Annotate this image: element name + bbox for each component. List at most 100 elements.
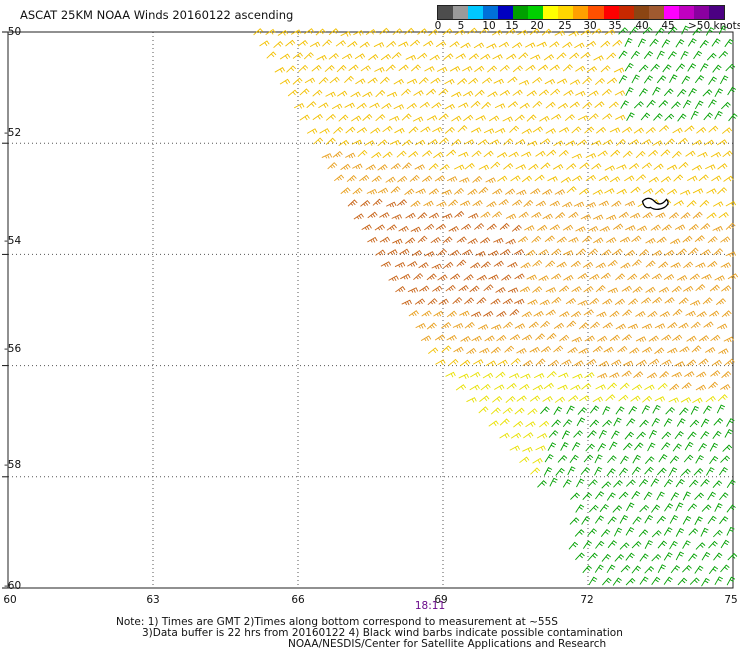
wind-barb	[621, 334, 632, 341]
wind-barb	[571, 126, 582, 134]
wind-barb	[638, 88, 648, 97]
wind-barb	[537, 224, 548, 232]
wind-barb	[716, 404, 725, 414]
wind-barb	[671, 285, 682, 293]
wind-barb	[702, 297, 713, 305]
wind-barb	[678, 161, 689, 169]
wind-barb	[565, 140, 576, 146]
island-outline	[641, 197, 669, 211]
wind-barb	[582, 76, 593, 85]
wind-barb	[458, 151, 469, 158]
wind-barb	[565, 297, 577, 305]
wind-barb	[467, 188, 478, 196]
wind-barb	[695, 454, 704, 464]
wind-barb	[553, 345, 564, 353]
wind-barb	[333, 174, 345, 182]
wind-barb	[462, 65, 473, 72]
wind-barb	[718, 348, 729, 355]
wind-barb	[720, 455, 730, 463]
wind-barb	[642, 26, 653, 35]
wind-barb	[522, 359, 533, 367]
wind-barb	[661, 39, 671, 48]
wind-barb	[681, 382, 692, 390]
wind-barb	[705, 467, 715, 476]
wind-barb	[520, 373, 531, 380]
wind-barb	[571, 336, 583, 343]
wind-barb	[458, 102, 469, 108]
wind-barb	[514, 323, 526, 329]
wind-barb	[539, 299, 551, 306]
wind-barb	[721, 370, 732, 379]
wind-barb	[568, 237, 579, 243]
wind-barb	[564, 114, 575, 122]
wind-barb	[653, 163, 664, 171]
wind-barb	[712, 225, 723, 232]
wind-barb	[633, 101, 644, 109]
wind-barb	[541, 28, 552, 36]
wind-barb	[286, 65, 297, 73]
wind-barb	[432, 126, 443, 133]
time-label: 18:11	[414, 600, 446, 612]
wind-barb	[630, 395, 641, 402]
wind-barb	[480, 261, 491, 269]
wind-barb	[619, 542, 630, 550]
wind-barb	[406, 78, 418, 85]
wind-barb	[514, 407, 525, 415]
legend-swatch	[483, 6, 499, 19]
wind-barb	[393, 104, 404, 110]
wind-barb	[718, 467, 728, 476]
wind-barb	[602, 577, 612, 586]
wind-barb	[696, 371, 707, 378]
wind-barb	[708, 540, 718, 549]
wind-barb	[367, 236, 378, 243]
wind-barb	[695, 284, 706, 292]
wind-barb	[720, 101, 731, 110]
wind-barb	[643, 50, 654, 59]
wind-barb	[311, 64, 322, 72]
wind-barb	[609, 334, 620, 342]
wind-barb	[643, 75, 653, 84]
wind-barb	[550, 113, 562, 120]
wind-barb	[656, 75, 667, 84]
wind-barb	[477, 324, 489, 330]
wind-barb	[542, 188, 553, 195]
wind-barb	[625, 479, 636, 487]
wind-barb	[619, 514, 629, 524]
wind-barb	[717, 163, 728, 170]
wind-barb	[449, 273, 461, 280]
wind-barb	[604, 165, 616, 171]
wind-barb	[678, 297, 689, 305]
wind-barb	[529, 346, 540, 353]
wind-barb	[538, 275, 549, 281]
wind-barb	[660, 176, 672, 183]
wind-barb	[606, 52, 617, 60]
wind-barb	[624, 62, 634, 72]
wind-barb	[598, 429, 608, 439]
wind-barb	[420, 335, 432, 342]
wind-barb	[554, 30, 565, 37]
wind-barb	[379, 27, 390, 35]
wind-barb	[659, 370, 670, 379]
wind-barb	[618, 394, 629, 402]
legend-swatch	[678, 6, 694, 19]
wind-barb	[611, 200, 622, 207]
wind-barb	[546, 149, 557, 157]
wind-barb	[453, 346, 464, 353]
wind-barb	[661, 334, 672, 341]
wind-barb	[475, 115, 486, 121]
wind-barb	[635, 310, 646, 317]
wind-barb	[371, 175, 382, 183]
wind-barb	[502, 407, 513, 414]
wind-barb	[639, 553, 649, 562]
wind-barb	[594, 101, 605, 108]
wind-barb	[651, 553, 662, 562]
wind-barb	[426, 322, 437, 330]
wind-barb	[374, 66, 385, 73]
wind-barb	[712, 529, 723, 538]
wind-barb	[707, 260, 718, 268]
legend-swatch	[558, 6, 574, 19]
wind-barb	[650, 224, 661, 231]
wind-barb	[594, 77, 605, 86]
wind-barb	[711, 359, 722, 366]
wind-barb	[502, 116, 513, 122]
